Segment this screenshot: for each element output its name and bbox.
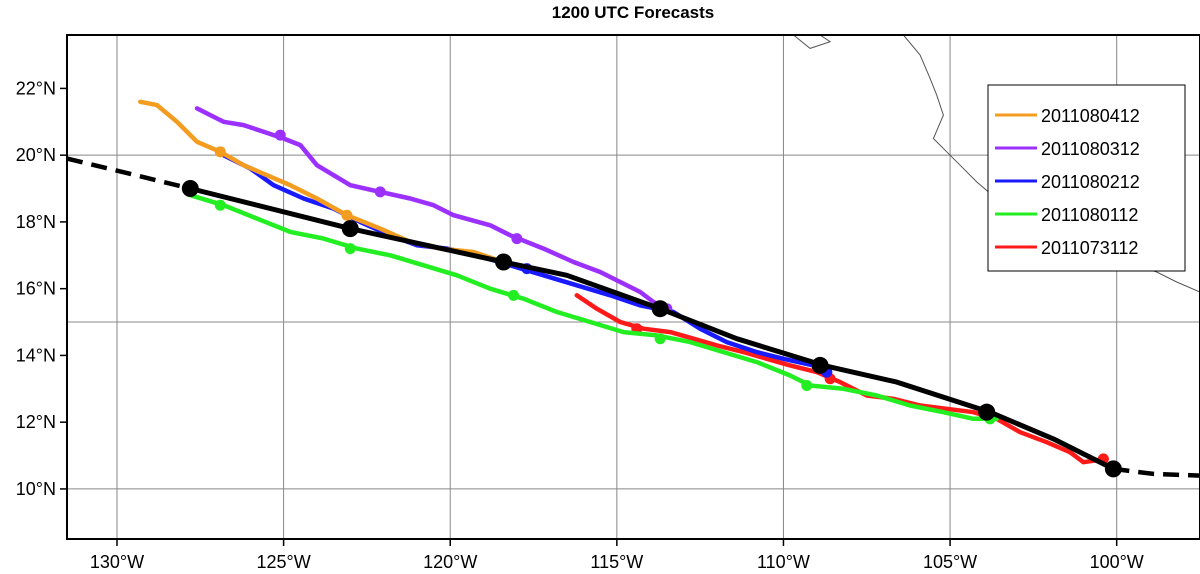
observed-track-point xyxy=(341,220,359,238)
track-point-2011080312 xyxy=(274,129,286,141)
legend-label-2011080312: 2011080312 xyxy=(1041,139,1140,159)
plot-frame xyxy=(66,34,1200,540)
x-tick-label: 105°W xyxy=(923,552,977,572)
y-tick-label: 22°N xyxy=(16,78,56,98)
legend: 2011080412 2011080312 2011080212 2011080112… xyxy=(987,84,1186,272)
legend-label-2011080212: 2011080212 xyxy=(1041,172,1140,192)
observed-track-point xyxy=(1104,460,1122,478)
plot-area xyxy=(67,35,1200,539)
x-tick-label: 130°W xyxy=(90,552,144,572)
coastline-segment-0 xyxy=(793,35,832,49)
track-point-2011080112 xyxy=(214,199,226,211)
track-point-2011080312 xyxy=(374,186,386,198)
track-point-2011080112 xyxy=(508,289,520,301)
track-point-2011080112 xyxy=(801,379,813,391)
x-tick-label: 125°W xyxy=(256,552,310,572)
track-line-2011073112 xyxy=(574,293,1109,465)
observed-track-line xyxy=(189,186,1115,472)
track-point-2011080112 xyxy=(344,243,356,255)
x-tick-label: 115°W xyxy=(590,552,643,572)
y-tick-label: 14°N xyxy=(16,345,56,365)
y-axis-ticks: 10°N 12°N 14°N 16°N 18°N 20°N 22°N xyxy=(16,78,67,499)
observed-track-dashed-start xyxy=(67,156,191,191)
observed-track-point xyxy=(978,403,996,421)
forecast-tracks xyxy=(67,99,1200,478)
track-point-2011080412 xyxy=(341,209,353,221)
track-point-2011080312 xyxy=(511,233,523,245)
legend-label-2011073112: 2011073112 xyxy=(1041,238,1138,258)
observed-track-point xyxy=(651,300,669,318)
track-line-2011080112 xyxy=(188,192,999,422)
legend-label-2011080412: 2011080412 xyxy=(1041,106,1140,126)
x-tick-label: 110°W xyxy=(757,552,810,572)
chart-title: 1200 UTC Forecasts xyxy=(552,3,715,22)
y-tick-label: 20°N xyxy=(16,145,56,165)
x-axis-ticks: 130°W 125°W 120°W 115°W 110°W 105°W 100°W xyxy=(90,539,1144,572)
track-point-2011080412 xyxy=(214,146,226,158)
track-line-2011080312 xyxy=(194,106,670,311)
y-tick-label: 12°N xyxy=(16,412,56,432)
observed-track-point xyxy=(181,180,199,198)
x-tick-label: 120°W xyxy=(423,552,477,572)
y-tick-label: 18°N xyxy=(16,212,56,232)
y-tick-label: 10°N xyxy=(16,479,56,499)
x-tick-label: 100°W xyxy=(1090,552,1144,572)
observed-track-point xyxy=(811,356,829,374)
observed-track-point xyxy=(495,253,513,271)
y-tick-label: 16°N xyxy=(16,279,56,299)
track-point-2011080112 xyxy=(654,333,666,345)
legend-label-2011080112: 2011080112 xyxy=(1041,205,1138,225)
observed-track-dashed-end xyxy=(1113,466,1200,478)
